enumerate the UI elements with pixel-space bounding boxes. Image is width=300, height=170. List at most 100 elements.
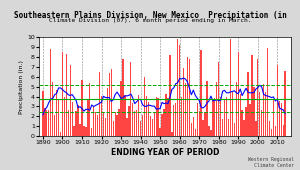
Bar	[126, 118, 128, 136]
Text: Southeastern Plains Division, New Mexico  Precipitation (in: Southeastern Plains Division, New Mexico…	[14, 11, 286, 20]
Bar	[107, 88, 108, 136]
Bar	[173, 105, 175, 136]
Bar	[210, 130, 211, 136]
Bar	[52, 82, 53, 136]
Bar	[226, 97, 227, 136]
Bar	[81, 80, 83, 136]
Bar	[163, 108, 165, 136]
Bar	[68, 110, 69, 136]
Bar	[74, 126, 75, 136]
Bar	[206, 81, 208, 136]
Bar	[280, 103, 282, 136]
Bar	[91, 128, 92, 136]
Bar	[169, 55, 171, 136]
Bar	[204, 112, 206, 136]
Bar	[70, 65, 71, 136]
Bar	[267, 48, 268, 136]
Bar	[183, 68, 184, 136]
Bar	[75, 111, 77, 136]
Bar	[265, 92, 266, 136]
Bar	[115, 112, 116, 136]
Text: Western Regional
Climate Center: Western Regional Climate Center	[248, 157, 294, 168]
Bar	[279, 101, 280, 136]
Bar	[236, 82, 237, 136]
Bar	[196, 103, 198, 136]
Bar	[242, 110, 243, 136]
Bar	[146, 96, 147, 136]
Bar	[89, 83, 91, 136]
Bar	[208, 126, 210, 136]
Bar	[85, 127, 87, 136]
Bar	[128, 106, 130, 136]
Bar	[202, 120, 204, 136]
Bar	[150, 116, 151, 136]
Bar	[171, 132, 172, 136]
Bar	[120, 81, 122, 136]
Bar	[257, 59, 259, 136]
Bar	[140, 121, 141, 136]
Bar	[191, 123, 192, 136]
Bar	[99, 72, 100, 136]
Bar	[177, 39, 178, 136]
Bar	[124, 95, 126, 136]
Bar	[179, 45, 180, 136]
Bar	[195, 129, 196, 136]
Bar	[189, 59, 190, 136]
Bar	[251, 55, 253, 136]
Bar	[93, 107, 94, 136]
Bar	[95, 112, 96, 136]
Bar	[283, 125, 284, 136]
Bar	[46, 110, 47, 136]
Bar	[138, 95, 139, 136]
Bar	[136, 110, 137, 136]
Bar	[269, 121, 270, 136]
Bar	[259, 92, 260, 136]
Bar	[238, 52, 239, 136]
Bar	[60, 132, 61, 136]
Bar	[66, 54, 67, 136]
Bar	[158, 98, 159, 136]
Bar	[216, 82, 218, 136]
Bar	[200, 50, 202, 136]
Bar	[122, 59, 124, 136]
Bar	[109, 73, 110, 136]
Bar	[175, 103, 176, 136]
Bar	[77, 105, 79, 136]
Bar	[249, 104, 251, 136]
Bar	[71, 102, 73, 136]
Bar	[165, 94, 167, 136]
Bar	[58, 99, 59, 136]
Bar	[247, 72, 249, 136]
Bar	[64, 97, 65, 136]
Bar	[243, 120, 245, 136]
Bar	[261, 110, 262, 136]
Bar	[50, 49, 51, 136]
Bar	[154, 112, 155, 136]
Bar	[224, 99, 225, 136]
Bar	[284, 71, 286, 136]
Bar	[239, 94, 241, 136]
Bar	[273, 99, 274, 136]
Bar	[111, 69, 112, 136]
Bar	[101, 96, 102, 136]
Bar	[44, 108, 46, 136]
Bar	[132, 103, 134, 136]
Bar	[103, 113, 104, 136]
Bar	[142, 115, 143, 136]
Bar	[116, 115, 118, 136]
Bar	[230, 39, 231, 136]
Bar	[212, 100, 214, 136]
Bar	[54, 115, 55, 136]
Bar	[87, 100, 88, 136]
Bar	[271, 129, 272, 136]
Bar	[79, 124, 81, 136]
Text: Climate Division (07). 6 month period ending in March.: Climate Division (07). 6 month period en…	[49, 18, 251, 23]
Bar	[48, 110, 50, 136]
Bar	[144, 77, 145, 136]
Bar	[255, 121, 256, 136]
Bar	[218, 62, 219, 136]
Bar	[220, 97, 221, 136]
Bar	[232, 92, 233, 136]
Bar	[253, 87, 255, 136]
X-axis label: ENDING YEAR OF PERIOD: ENDING YEAR OF PERIOD	[111, 148, 219, 157]
